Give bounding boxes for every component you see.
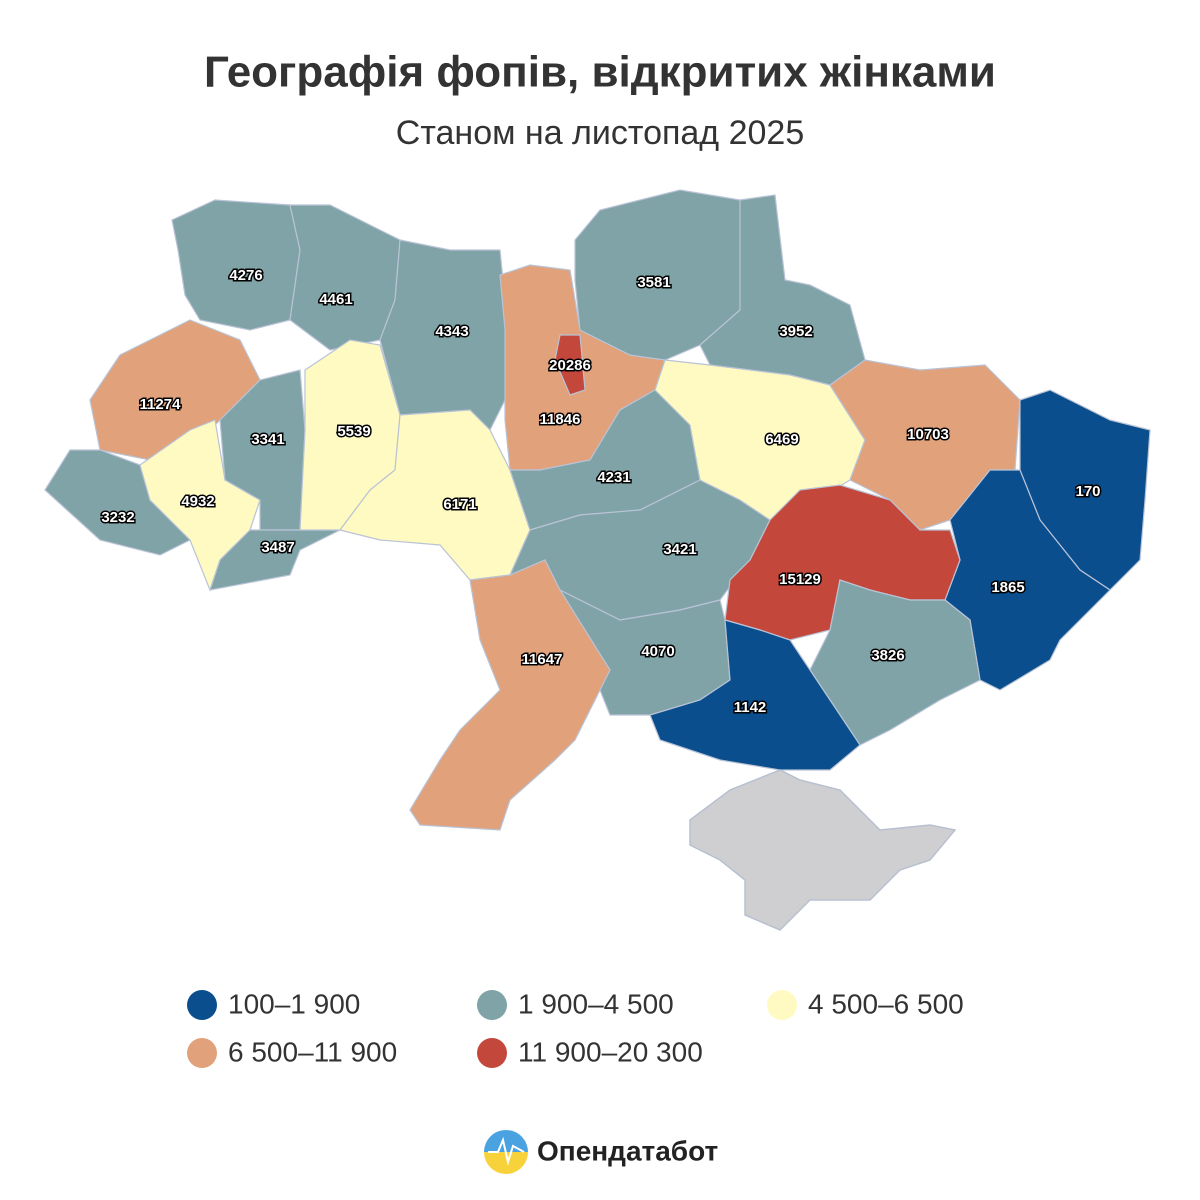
region-value: 3952 bbox=[779, 323, 812, 340]
region bbox=[171, 199, 301, 331]
region-value: 15129 bbox=[779, 571, 821, 588]
legend-label: 11 900–20 300 bbox=[518, 1036, 703, 1067]
legend-label: 6 500–11 900 bbox=[228, 1036, 397, 1067]
legend-swatch bbox=[477, 990, 507, 1020]
crimea bbox=[689, 769, 957, 931]
region-value: 11274 bbox=[140, 396, 182, 413]
legend-label: 1 900–4 500 bbox=[518, 988, 674, 1019]
brand-name: Опендатабот bbox=[537, 1135, 718, 1166]
region bbox=[554, 334, 586, 396]
region-value: 4070 bbox=[641, 643, 674, 660]
subtitle: Станом на листопад 2025 bbox=[396, 114, 804, 152]
region-value: 3487 bbox=[261, 539, 294, 556]
region-value: 5539 bbox=[337, 423, 370, 440]
brand-logo-line bbox=[488, 1136, 525, 1166]
region-value: 3826 bbox=[871, 647, 904, 664]
regions bbox=[44, 189, 1151, 831]
legend-swatch bbox=[187, 1038, 217, 1068]
region bbox=[409, 559, 611, 831]
region-value: 4343 bbox=[435, 323, 468, 340]
region bbox=[379, 239, 511, 432]
region-value: 10703 bbox=[907, 426, 949, 443]
title: Географія фопів, відкритих жінками bbox=[204, 48, 996, 97]
region-value: 4231 bbox=[597, 469, 630, 486]
region-value: 6469 bbox=[765, 431, 798, 448]
region-value: 1142 bbox=[734, 699, 767, 716]
legend-label: 4 500–6 500 bbox=[808, 988, 964, 1019]
region-value: 1865 bbox=[991, 579, 1024, 596]
region bbox=[649, 619, 861, 771]
legend-swatch bbox=[767, 990, 797, 1020]
region-value: 170 bbox=[1075, 483, 1100, 500]
legend-swatch bbox=[477, 1038, 507, 1068]
region-value: 11647 bbox=[522, 651, 563, 668]
region-value: 4461 bbox=[319, 291, 352, 308]
region-labels: 4276 4461 4343 11846 20286 3581 3952 11274 3232 4… bbox=[100, 265, 1102, 717]
legend-label: 100–1 900 bbox=[228, 988, 360, 1019]
region-value: 4276 bbox=[229, 267, 262, 284]
legend: 100–1 900 1 900–4 500 4 500–6 500 6 500–11 … bbox=[187, 988, 964, 1068]
region-value: 3232 bbox=[101, 509, 134, 526]
region-value: 20286 bbox=[549, 357, 591, 374]
region-value: 4932 bbox=[181, 493, 214, 510]
region bbox=[289, 204, 401, 351]
region-value: 6171 bbox=[443, 496, 476, 513]
legend-swatch bbox=[187, 990, 217, 1020]
region-value: 3581 bbox=[637, 274, 670, 291]
region-value: 3341 bbox=[251, 431, 284, 448]
region-value: 11846 bbox=[540, 411, 581, 428]
region-value: 3421 bbox=[663, 541, 696, 558]
